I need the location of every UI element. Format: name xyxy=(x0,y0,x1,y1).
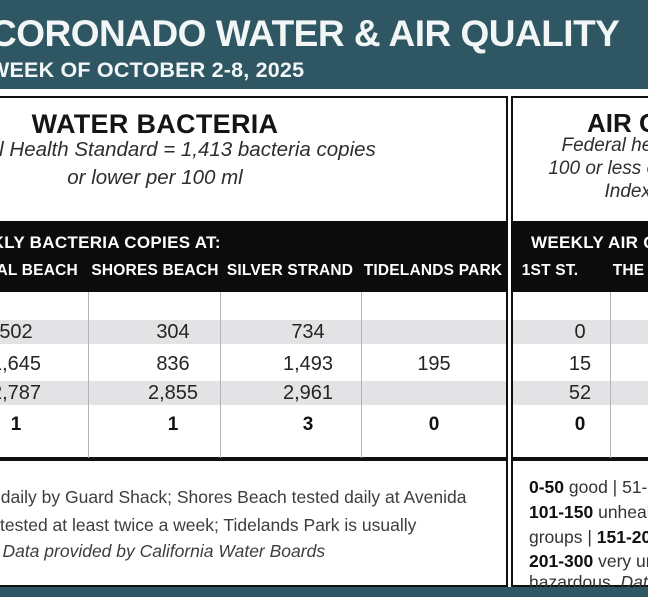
water-notes-border xyxy=(0,459,508,587)
table-cell: 2,961 xyxy=(282,382,334,404)
legend-text: very unhealthy | 301+ xyxy=(598,551,648,571)
water-note-line3: tested weekly. Data provided by Californ… xyxy=(0,541,326,561)
aqi-legend-line3: groups | 151-200 unhealthy | xyxy=(529,527,648,548)
air-table-title: WEEKLY AIR QUALITY AT: xyxy=(531,233,648,252)
footer-band xyxy=(0,587,648,597)
table-cell: 3 xyxy=(302,414,314,435)
aqi-legend-line2: 101-150 unhealthy for sensitive xyxy=(529,502,648,523)
water-table-header-bar xyxy=(0,221,508,292)
column-divider xyxy=(220,292,221,458)
air-standard-line3: Index for ozone xyxy=(604,181,648,202)
legend-range: 101-150 xyxy=(529,502,594,522)
column-divider xyxy=(610,292,611,458)
week-subtitle: WEEK OF OCTOBER 2-8, 2025 xyxy=(0,58,305,82)
column-header-central-beach: CENTRAL BEACH xyxy=(0,262,78,279)
column-header-tidelands-park: TIDELANDS PARK xyxy=(363,262,503,279)
row-stripe xyxy=(513,381,648,405)
water-section-title: WATER BACTERIA xyxy=(31,109,279,139)
water-table-title: WEEKLY BACTERIA COPIES AT: xyxy=(0,233,221,252)
table-cell: 1 xyxy=(167,414,179,435)
water-standard-line1: Federal Health Standard = 1,413 bacteria… xyxy=(0,138,376,161)
column-divider xyxy=(88,292,89,458)
legend-range: 201-300 xyxy=(529,551,594,571)
water-standard-line2: or lower per 100 ml xyxy=(67,166,243,189)
legend-range: 0-50 xyxy=(529,477,565,497)
header-band: CORONADO WATER & AIR QUALITY WEEK OF OCT… xyxy=(0,0,648,89)
air-section-title: AIR QUALITY xyxy=(586,108,648,138)
table-cell: 52 xyxy=(568,382,592,404)
column-header-1st-st: 1ST ST. xyxy=(521,262,579,279)
legend-text: unhealthy for sensitive xyxy=(598,502,648,522)
air-standard-line1: Federal health standard = xyxy=(561,135,648,156)
table-cell: 836 xyxy=(156,353,190,375)
row-stripe xyxy=(0,381,506,405)
table-cell: 0 xyxy=(428,414,440,435)
air-table-header-bar xyxy=(511,221,648,292)
row-stripe xyxy=(513,320,648,344)
legend-text: good | 51-100 moderate | xyxy=(568,477,648,497)
aqi-legend-line1: 0-50 good | 51-100 moderate | xyxy=(529,477,648,498)
row-stripe xyxy=(0,320,506,344)
legend-range: 151-200 xyxy=(596,527,648,547)
column-header-silver-strand: SILVER STRAND xyxy=(226,262,354,279)
table-cell: 1,645 xyxy=(0,353,42,375)
column-divider xyxy=(361,292,362,458)
table-cell: 304 xyxy=(156,321,190,343)
water-note-line2: Lunar; Silver Strand is tested at least … xyxy=(0,515,417,535)
column-header-shores-beach: SHORES BEACH xyxy=(91,262,219,279)
table-cell: 15 xyxy=(568,353,592,375)
table-cell: 195 xyxy=(417,353,451,375)
table-cell: 0 xyxy=(574,321,586,343)
column-header-the-cays: THE CAYS xyxy=(612,262,648,279)
table-cell: 2,855 xyxy=(147,382,199,404)
air-standard-line2: 100 or less on the Air Quality xyxy=(548,158,648,179)
air-notes-border xyxy=(511,459,648,587)
table-cell: 734 xyxy=(291,321,325,343)
table-cell: 2,787 xyxy=(0,382,42,404)
table-cell: 502 xyxy=(0,321,33,343)
water-note-line1: Central Beach is tested daily by Guard S… xyxy=(0,487,467,507)
table-cell: 1,493 xyxy=(282,353,334,375)
aqi-legend-line4: 201-300 very unhealthy | 301+ xyxy=(529,551,648,572)
table-cell: 0 xyxy=(574,414,586,435)
legend-text: groups | xyxy=(529,527,597,547)
page-title: CORONADO WATER & AIR QUALITY xyxy=(0,13,620,54)
table-cell: 1 xyxy=(10,414,22,435)
